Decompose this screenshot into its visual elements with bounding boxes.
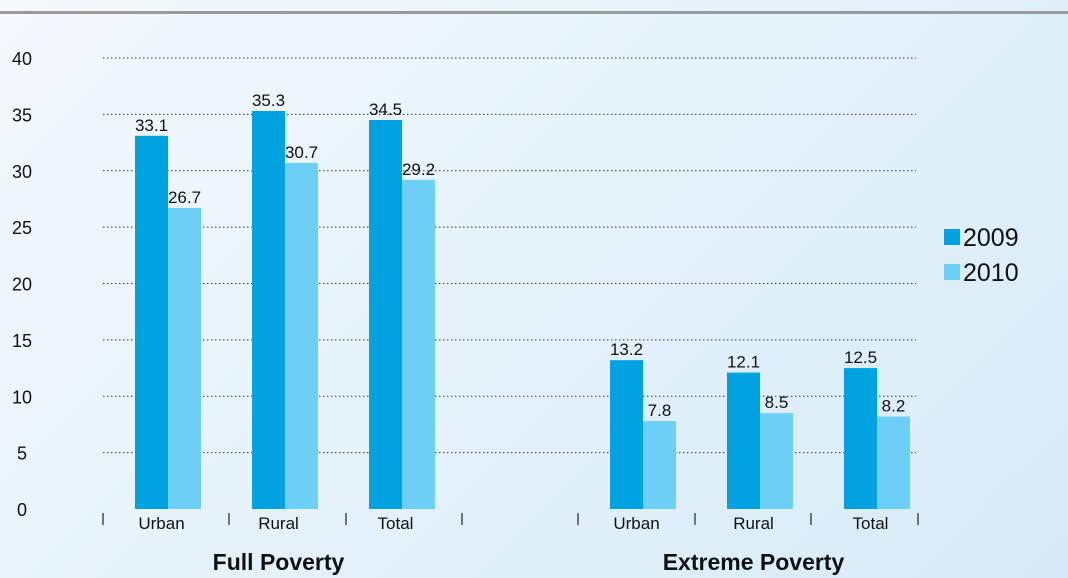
data-label-2009-full-poverty-total: 34.5 (369, 100, 402, 119)
data-label-2010-extreme-poverty-urban: 7.8 (648, 401, 672, 420)
group-label-full-poverty: Full Poverty (213, 549, 345, 575)
data-label-2009-full-poverty-urban: 33.1 (135, 116, 168, 135)
x-tick-label-extreme-poverty-urban: Urban (613, 514, 659, 533)
y-tick-label-25: 25 (12, 218, 32, 238)
bar-2009-extreme-poverty-total (844, 368, 877, 509)
x-tick-label-full-poverty-total: Total (378, 514, 414, 533)
bar-2009-full-poverty-urban (135, 135, 168, 510)
bar-2010-extreme-poverty-total (877, 416, 910, 509)
bar-2009-full-poverty-rural (252, 110, 285, 510)
data-label-2010-full-poverty-rural: 30.7 (285, 143, 318, 162)
bar-2009-extreme-poverty-rural (727, 372, 760, 509)
y-tick-label-15: 15 (12, 331, 32, 351)
y-tick-label-20: 20 (12, 275, 32, 295)
y-tick-label-10: 10 (12, 387, 32, 407)
top-divider (0, 11, 1068, 14)
data-label-2009-extreme-poverty-urban: 13.2 (610, 340, 643, 359)
bar-2009-extreme-poverty-urban (610, 360, 643, 509)
data-label-2010-extreme-poverty-total: 8.2 (882, 397, 906, 416)
y-tick-label-40: 40 (12, 49, 32, 69)
bar-2010-extreme-poverty-rural (760, 413, 793, 509)
y-tick-label-30: 30 (12, 162, 32, 182)
data-label-2009-full-poverty-rural: 35.3 (252, 91, 285, 110)
bar-2009-full-poverty-total (369, 120, 402, 509)
y-tick-label-5: 5 (17, 444, 27, 464)
data-label-2010-full-poverty-urban: 26.7 (168, 188, 201, 207)
bar-2010-full-poverty-rural (285, 162, 318, 510)
legend-swatch-2010 (944, 264, 960, 280)
data-label-2010-extreme-poverty-rural: 8.5 (765, 393, 789, 412)
legend-label-2009: 2009 (963, 224, 1019, 252)
data-label-2009-extreme-poverty-total: 12.5 (844, 348, 877, 367)
x-tick-label-full-poverty-rural: Rural (258, 514, 299, 533)
bar-2010-extreme-poverty-urban (643, 421, 676, 509)
data-label-2009-extreme-poverty-rural: 12.1 (727, 353, 760, 372)
y-tick-label-0: 0 (17, 500, 27, 520)
group-label-extreme-poverty: Extreme Poverty (663, 549, 845, 575)
bar-2010-full-poverty-total (402, 179, 435, 509)
x-tick-label-full-poverty-urban: Urban (138, 514, 184, 533)
x-tick-label-extreme-poverty-rural: Rural (733, 514, 774, 533)
legend-swatch-2009 (944, 229, 960, 245)
bar-2010-full-poverty-urban (168, 207, 201, 509)
x-tick-label-extreme-poverty-total: Total (853, 514, 889, 533)
legend-label-2010: 2010 (963, 259, 1019, 287)
data-label-2010-full-poverty-total: 29.2 (402, 160, 435, 179)
y-tick-label-35: 35 (12, 105, 32, 125)
